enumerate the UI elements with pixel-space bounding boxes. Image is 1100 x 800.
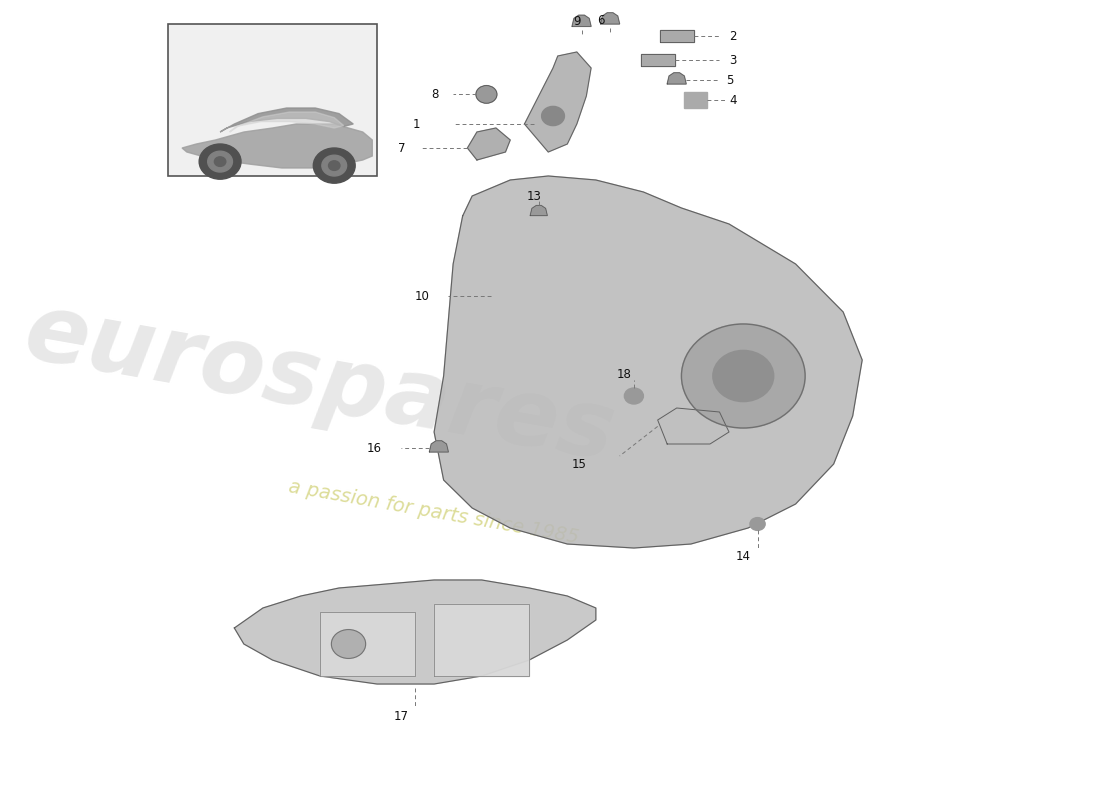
- Text: 13: 13: [527, 190, 541, 202]
- Polygon shape: [434, 176, 862, 548]
- Polygon shape: [230, 112, 344, 132]
- Polygon shape: [668, 73, 686, 84]
- Text: eurospares: eurospares: [18, 287, 623, 481]
- Text: 18: 18: [617, 368, 631, 381]
- Text: 6: 6: [597, 14, 604, 26]
- Text: 7: 7: [398, 142, 406, 154]
- Circle shape: [331, 630, 365, 658]
- Polygon shape: [572, 15, 591, 26]
- Text: 3: 3: [729, 54, 736, 66]
- Polygon shape: [468, 128, 510, 160]
- Text: 2: 2: [729, 30, 737, 42]
- Circle shape: [476, 86, 497, 103]
- Circle shape: [214, 157, 225, 166]
- Text: 4: 4: [729, 94, 737, 106]
- Bar: [660, 30, 694, 42]
- Text: 14: 14: [736, 550, 751, 562]
- FancyBboxPatch shape: [168, 24, 377, 176]
- Circle shape: [322, 155, 346, 176]
- Text: 10: 10: [415, 290, 429, 302]
- Polygon shape: [525, 52, 591, 152]
- Polygon shape: [220, 108, 353, 132]
- Polygon shape: [182, 124, 372, 168]
- Circle shape: [625, 388, 644, 404]
- Circle shape: [199, 144, 241, 179]
- Circle shape: [750, 518, 766, 530]
- Polygon shape: [530, 206, 548, 215]
- Circle shape: [329, 161, 340, 170]
- Text: 5: 5: [726, 74, 734, 86]
- Circle shape: [314, 148, 355, 183]
- Polygon shape: [601, 13, 619, 24]
- Circle shape: [681, 324, 805, 428]
- Text: 1: 1: [412, 118, 420, 130]
- Polygon shape: [320, 612, 415, 676]
- Polygon shape: [234, 580, 596, 684]
- Polygon shape: [434, 604, 529, 676]
- Text: 17: 17: [394, 710, 408, 722]
- Bar: [684, 92, 707, 108]
- Text: 9: 9: [573, 15, 581, 28]
- Text: 15: 15: [571, 458, 586, 470]
- Circle shape: [541, 106, 564, 126]
- Bar: [640, 54, 674, 66]
- Text: 8: 8: [431, 88, 439, 101]
- Text: 16: 16: [366, 442, 382, 454]
- Circle shape: [208, 151, 232, 172]
- Circle shape: [713, 350, 773, 402]
- Text: a passion for parts since 1985: a passion for parts since 1985: [287, 477, 581, 547]
- Polygon shape: [658, 408, 729, 444]
- Polygon shape: [429, 441, 449, 452]
